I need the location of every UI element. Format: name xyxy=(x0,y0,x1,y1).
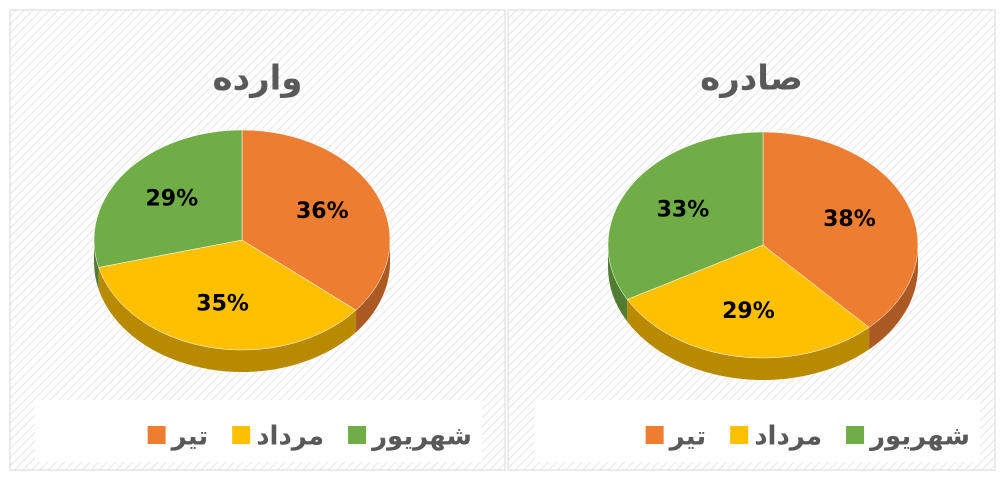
data-label: 29% xyxy=(722,299,775,324)
legend-label: شهریور xyxy=(868,422,970,452)
legend-swatch xyxy=(348,426,367,444)
legend-label: تیر xyxy=(668,422,707,452)
pie-side xyxy=(627,299,870,380)
data-label: 29% xyxy=(145,187,198,212)
pie-slice xyxy=(626,244,870,359)
data-label: 38% xyxy=(823,207,876,232)
pie-side xyxy=(98,267,357,372)
pie-slice xyxy=(93,129,243,268)
data-label: 35% xyxy=(196,291,249,316)
legend xyxy=(535,400,980,462)
chart-title: صادره xyxy=(700,59,803,99)
legend-swatch xyxy=(232,426,251,444)
pie-slice xyxy=(762,131,919,328)
legend-swatch xyxy=(645,426,664,444)
legend-label: مرداد xyxy=(754,422,822,452)
legend-swatch xyxy=(147,426,166,444)
data-label: 33% xyxy=(657,197,710,222)
data-label: 36% xyxy=(296,199,349,224)
legend-label: مرداد xyxy=(256,422,324,452)
pie-side xyxy=(869,245,918,350)
pie-slice xyxy=(241,129,391,311)
legend-swatch xyxy=(846,426,865,444)
legend-label: تیر xyxy=(170,422,209,452)
legend xyxy=(35,400,482,462)
legend-label: شهریور xyxy=(370,422,472,452)
pie-slice xyxy=(607,131,764,300)
legend-swatch xyxy=(730,426,749,444)
pie-side xyxy=(356,240,390,333)
pie-side xyxy=(94,240,99,290)
pie-side xyxy=(608,245,628,322)
chart-title: وارده xyxy=(213,59,303,99)
pie-slice xyxy=(98,239,357,351)
